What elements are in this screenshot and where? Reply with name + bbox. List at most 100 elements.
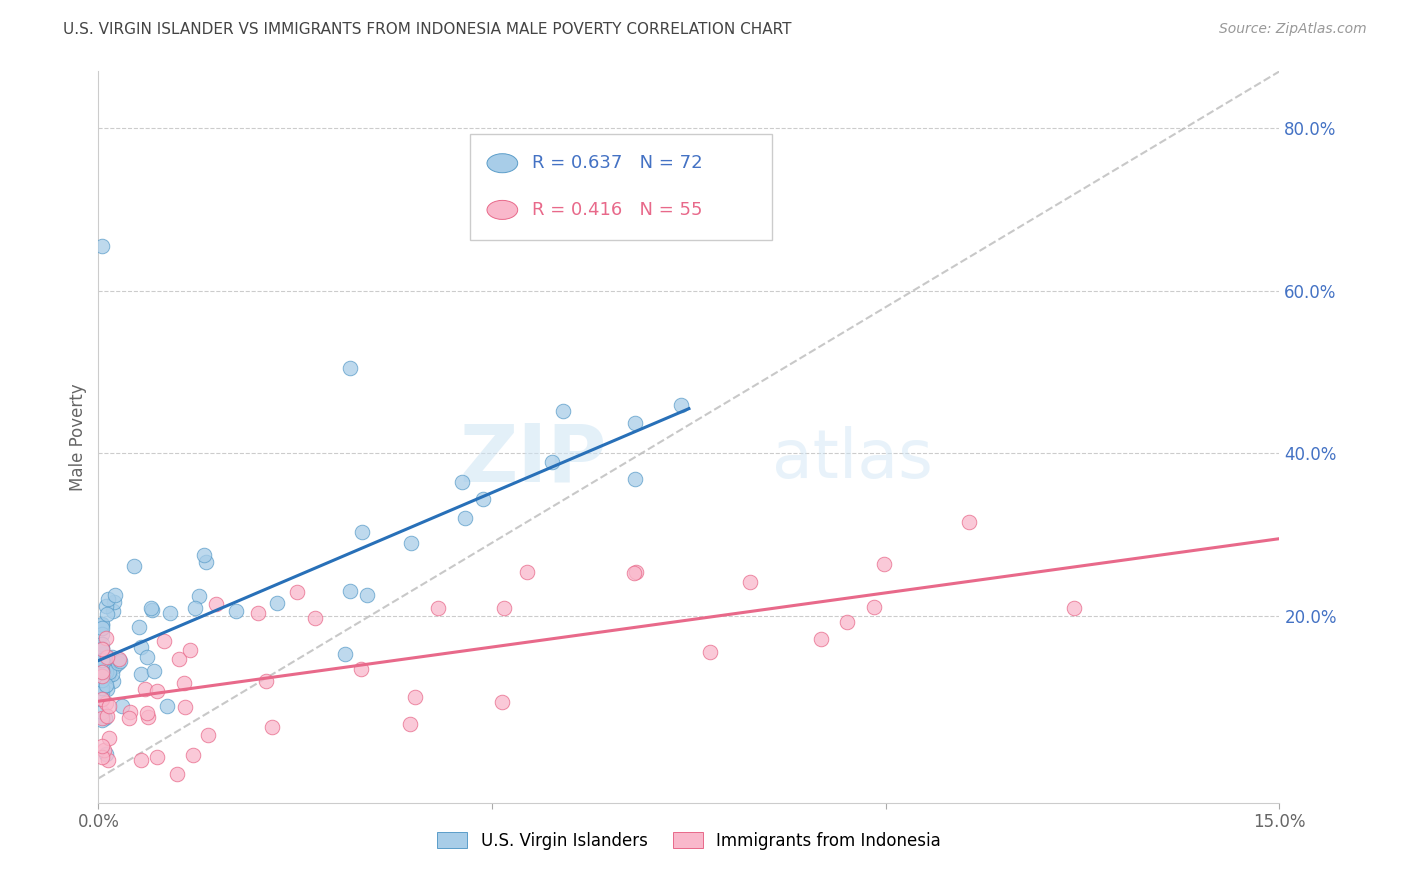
Point	[97, 669, 120, 683]
Point	[143, 665, 166, 679]
Text: U.S. VIRGIN ISLANDER VS IMMIGRANTS FROM INDONESIA MALE POVERTY CORRELATION CHART: U.S. VIRGIN ISLANDER VS IMMIGRANTS FROM …	[63, 22, 792, 37]
Point	[195, 555, 218, 569]
Point	[103, 604, 125, 618]
Point	[91, 642, 114, 657]
Point	[107, 657, 129, 671]
Point	[91, 239, 114, 253]
Point	[134, 681, 156, 696]
Point	[103, 659, 125, 673]
Point	[225, 604, 247, 618]
Point	[254, 674, 277, 689]
Point	[91, 617, 114, 632]
Point	[350, 662, 373, 676]
Point	[184, 601, 207, 615]
Point	[91, 655, 114, 669]
Point	[91, 692, 114, 706]
Point	[129, 640, 152, 654]
Point	[285, 584, 308, 599]
FancyBboxPatch shape	[471, 134, 772, 240]
Point	[810, 632, 832, 647]
Point	[624, 417, 647, 431]
Point	[97, 591, 120, 606]
Point	[96, 607, 118, 621]
Point	[91, 692, 114, 706]
Point	[146, 684, 169, 698]
Point	[96, 649, 118, 664]
Point	[873, 558, 896, 572]
Point	[451, 475, 474, 490]
Text: R = 0.637   N = 72: R = 0.637 N = 72	[531, 154, 703, 172]
Point	[91, 665, 114, 679]
Point	[193, 549, 215, 563]
Point	[304, 611, 326, 625]
Point	[91, 739, 114, 753]
Point	[187, 590, 209, 604]
Point	[472, 491, 495, 506]
Point	[356, 588, 378, 602]
Point	[491, 696, 513, 710]
Point	[333, 647, 356, 661]
Point	[111, 699, 134, 714]
Text: atlas: atlas	[772, 426, 932, 492]
Point	[91, 653, 114, 667]
Point	[97, 665, 120, 679]
Point	[453, 511, 475, 525]
Point	[91, 627, 114, 641]
Text: ZIP: ZIP	[458, 420, 606, 498]
Point	[91, 641, 114, 656]
Point	[122, 558, 145, 573]
Point	[98, 699, 121, 714]
Point	[339, 583, 361, 598]
Point	[152, 633, 174, 648]
Point	[91, 648, 114, 662]
Text: R = 0.416   N = 55: R = 0.416 N = 55	[531, 201, 703, 219]
Point	[91, 663, 114, 677]
Point	[91, 705, 114, 719]
Point	[181, 748, 204, 763]
Point	[101, 650, 124, 665]
Point	[91, 641, 114, 656]
Point	[1063, 601, 1085, 615]
Point	[96, 650, 118, 665]
Point	[91, 713, 114, 727]
Point	[671, 398, 693, 412]
Point	[91, 711, 114, 725]
Point	[91, 750, 114, 764]
Point	[91, 685, 114, 699]
Point	[96, 709, 118, 723]
Point	[141, 603, 163, 617]
Point	[352, 524, 374, 539]
Point	[94, 665, 117, 680]
Point	[541, 455, 564, 469]
Point	[156, 698, 179, 713]
Legend: U.S. Virgin Islanders, Immigrants from Indonesia: U.S. Virgin Islanders, Immigrants from I…	[430, 825, 948, 856]
Point	[957, 516, 980, 530]
Point	[174, 700, 197, 714]
Point	[139, 601, 162, 615]
Point	[266, 596, 288, 610]
Point	[167, 651, 190, 665]
Point	[129, 753, 152, 767]
Point	[173, 676, 195, 690]
Point	[118, 711, 141, 725]
Point	[128, 620, 150, 634]
Point	[110, 654, 132, 668]
Point	[146, 749, 169, 764]
Point	[97, 754, 120, 768]
Point	[551, 404, 574, 418]
Point	[623, 566, 645, 581]
Point	[260, 720, 283, 734]
Point	[626, 566, 648, 580]
Circle shape	[486, 201, 517, 219]
Point	[738, 575, 761, 590]
Point	[401, 536, 423, 550]
Point	[91, 673, 114, 687]
Point	[398, 716, 420, 731]
Point	[118, 705, 141, 719]
Point	[94, 677, 117, 691]
Point	[623, 472, 645, 486]
Point	[426, 600, 449, 615]
Point	[91, 681, 114, 696]
Point	[94, 747, 117, 762]
Text: Source: ZipAtlas.com: Source: ZipAtlas.com	[1219, 22, 1367, 37]
